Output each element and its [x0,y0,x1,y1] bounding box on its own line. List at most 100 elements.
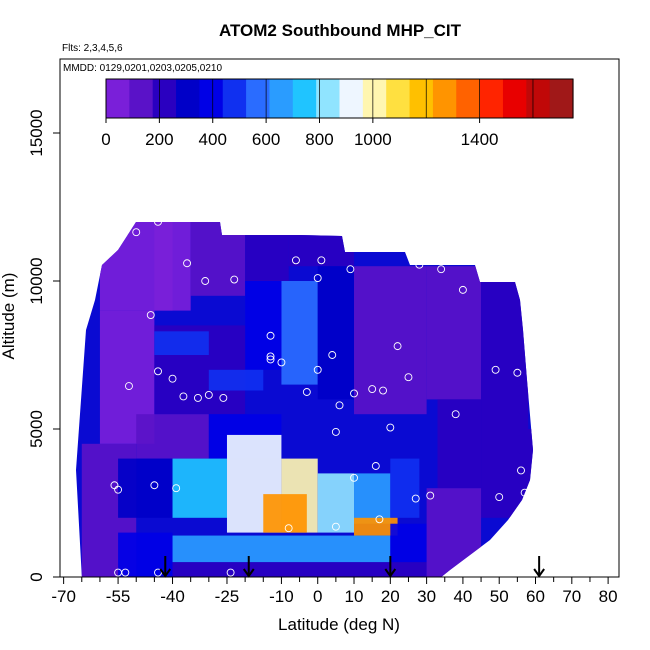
observation-point [313,274,322,282]
observation-point [121,568,130,577]
observation-point [154,568,162,577]
observation-point [495,493,504,502]
colorbar-swatch [456,79,481,118]
x-tick-label: -55 [106,587,131,606]
observation-point [517,466,525,475]
observation-point [219,393,228,402]
latitude-arrow [384,556,397,578]
observation-point [458,285,467,294]
arrow-head [533,568,545,578]
heatmap-cell [136,414,209,459]
observation-point [393,342,402,351]
colorbar-swatch [386,79,411,118]
observation-point [266,355,275,364]
heatmap-cell [172,458,227,518]
x-tick-label: 40 [453,587,472,606]
colorbar-swatch [502,79,527,118]
heatmap-cell [154,331,209,355]
observation-point [226,568,235,577]
observation-point [317,256,326,265]
colorbar-swatch [432,79,457,118]
observation-point [146,311,155,319]
x-tick-label: -40 [160,587,185,606]
colorbar-swatch [176,79,200,118]
observation-point [313,365,322,374]
colorbar-swatch [362,79,387,118]
colorbar-swatch [129,79,154,118]
colorbar-swatch [106,79,130,118]
colorbar-swatch [526,79,551,118]
observation-point [328,351,337,359]
x-tick-label: 30 [417,587,436,606]
observation-point [375,515,384,524]
observation-point [266,352,275,361]
observation-point [302,388,311,396]
observation-point [411,494,420,503]
observation-point [404,373,413,382]
observation-point [527,288,536,297]
observation-point [154,367,162,376]
x-tick-label: 70 [562,587,581,606]
heatmap-cell [354,473,391,524]
plot-frame [59,58,620,578]
observation-point [335,401,344,410]
colorbar-tick-label: 1000 [354,130,392,149]
heatmap-cell [118,458,173,518]
colorbar-tick-label: 200 [145,130,173,149]
x-tick-label: 10 [345,587,364,606]
colorbar-swatch [316,79,341,118]
colorbar: 0 200 400 600 800 1000 1400 [101,78,574,149]
x-tick-label: 50 [490,587,509,606]
colorbar-tick-label: 0 [101,130,110,149]
heatmap-cell [172,562,427,577]
observation-point [379,386,388,395]
colorbar-swatch [222,79,247,118]
observation-point [371,462,380,470]
observation-point [172,484,181,493]
observation-point [114,485,123,494]
arrow-head [242,568,255,578]
observation-point [266,217,275,226]
heatmap-cell [317,473,355,533]
x-tick-label: 80 [599,587,618,606]
latitude-arrows [159,556,545,578]
y-axis: 0 5000 10000 15000 [27,109,60,582]
observation-point [331,522,340,531]
y-tick-label: 15000 [27,109,46,156]
colorbar-swatch [549,79,574,118]
arrow-head [159,568,172,578]
observation-point [451,410,460,419]
observation-point [204,391,213,399]
observation-point [230,275,239,284]
observation-point [520,488,529,497]
heatmap-cell [390,523,427,563]
observation-point [513,368,522,377]
heatmap-cell [317,266,355,400]
observation-point [85,282,93,291]
colorbar-tick-label: 1400 [461,130,499,149]
heatmap [76,222,533,577]
subtitle-dates: MMDD: 0129,0201,0203,0205,0210 [63,63,222,74]
observation-point [535,445,544,454]
observation-point [132,228,141,237]
heatmap-cell [172,535,391,563]
heatmap-cell [245,222,289,281]
y-tick-label: 5000 [27,410,46,448]
observation-point [426,491,435,500]
arrow-head [384,568,397,578]
x-tick-label: -70 [51,587,76,606]
latitude-arrow [533,556,545,578]
observation-point [168,374,177,383]
observation-point [415,260,424,269]
colorbar-swatch [292,79,317,118]
observation-point [266,331,275,340]
colorbar-tick-label: 400 [199,130,227,149]
observation-point [437,265,446,274]
observation-point [59,472,68,481]
x-tick-label: -10 [269,587,294,606]
latitude-arrow [159,556,172,578]
heatmap-cell [481,281,529,429]
heatmap-cell [354,266,427,415]
y-axis-label: Altitude (m) [0,273,18,360]
